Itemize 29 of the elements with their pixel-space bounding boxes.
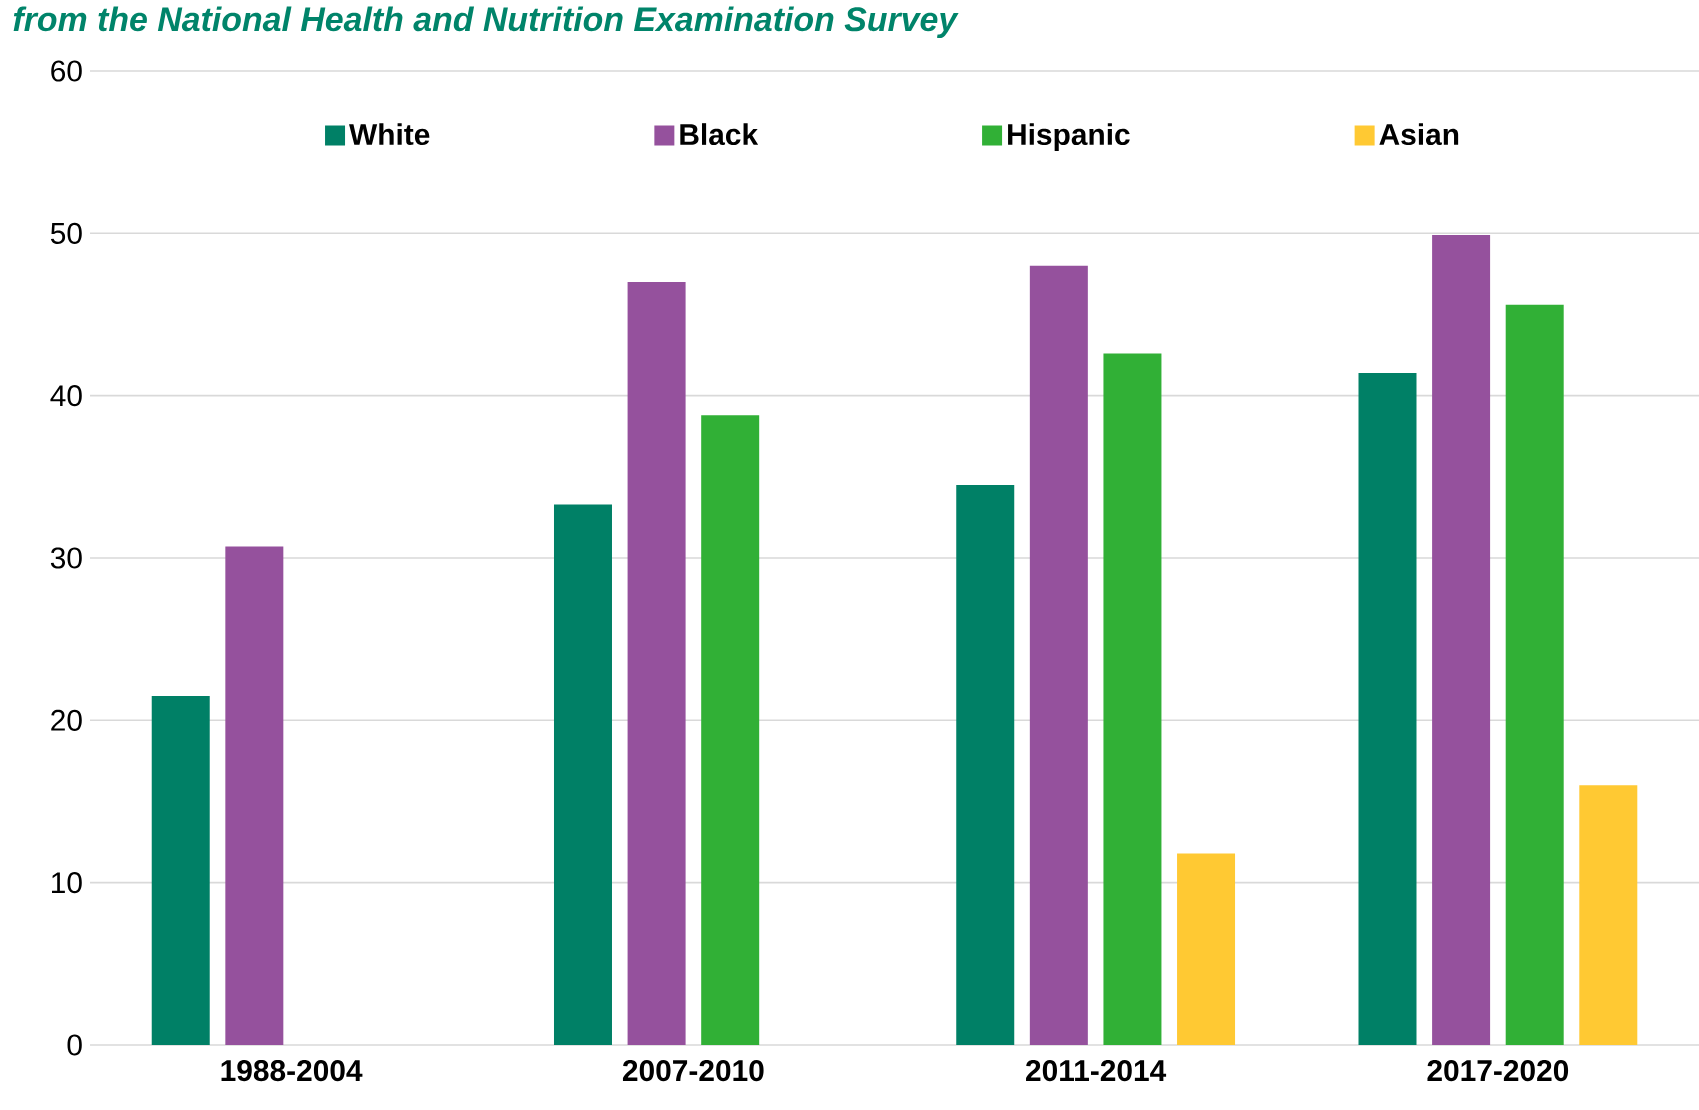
bar bbox=[1177, 853, 1236, 1045]
bar bbox=[553, 504, 612, 1045]
bar bbox=[627, 282, 686, 1045]
x-tick-label: 2017-2020 bbox=[1427, 1060, 1569, 1082]
y-tick-label: 50 bbox=[50, 222, 82, 244]
bar bbox=[1579, 785, 1638, 1045]
x-tick-label: 2007-2010 bbox=[622, 1060, 764, 1082]
y-tick-label: 20 bbox=[51, 709, 82, 731]
bar bbox=[1029, 265, 1088, 1045]
bar bbox=[1432, 234, 1491, 1045]
bar bbox=[151, 695, 210, 1045]
x-tick-label: 1988-2004 bbox=[221, 1060, 363, 1082]
bar bbox=[225, 546, 284, 1045]
bar bbox=[1358, 372, 1417, 1045]
chart-title: from the National Health and Nutrition Examination Survey bbox=[13, 6, 959, 38]
y-tick-label: 60 bbox=[51, 60, 82, 82]
x-tick-label: 2011-2014 bbox=[1026, 1060, 1167, 1082]
y-tick-label: 30 bbox=[50, 547, 82, 569]
legend-label: Hispanic bbox=[1008, 123, 1130, 152]
bar bbox=[701, 415, 760, 1045]
y-tick-label: 10 bbox=[52, 872, 82, 894]
y-tick-label: 40 bbox=[50, 385, 82, 407]
bar bbox=[1103, 353, 1162, 1045]
legend-label: Asian bbox=[1379, 123, 1459, 146]
y-tick-label: 0 bbox=[67, 1034, 82, 1056]
bar bbox=[1505, 304, 1564, 1045]
bar bbox=[956, 484, 1015, 1045]
legend-label: Black bbox=[680, 123, 759, 146]
legend-label: White bbox=[349, 123, 430, 146]
